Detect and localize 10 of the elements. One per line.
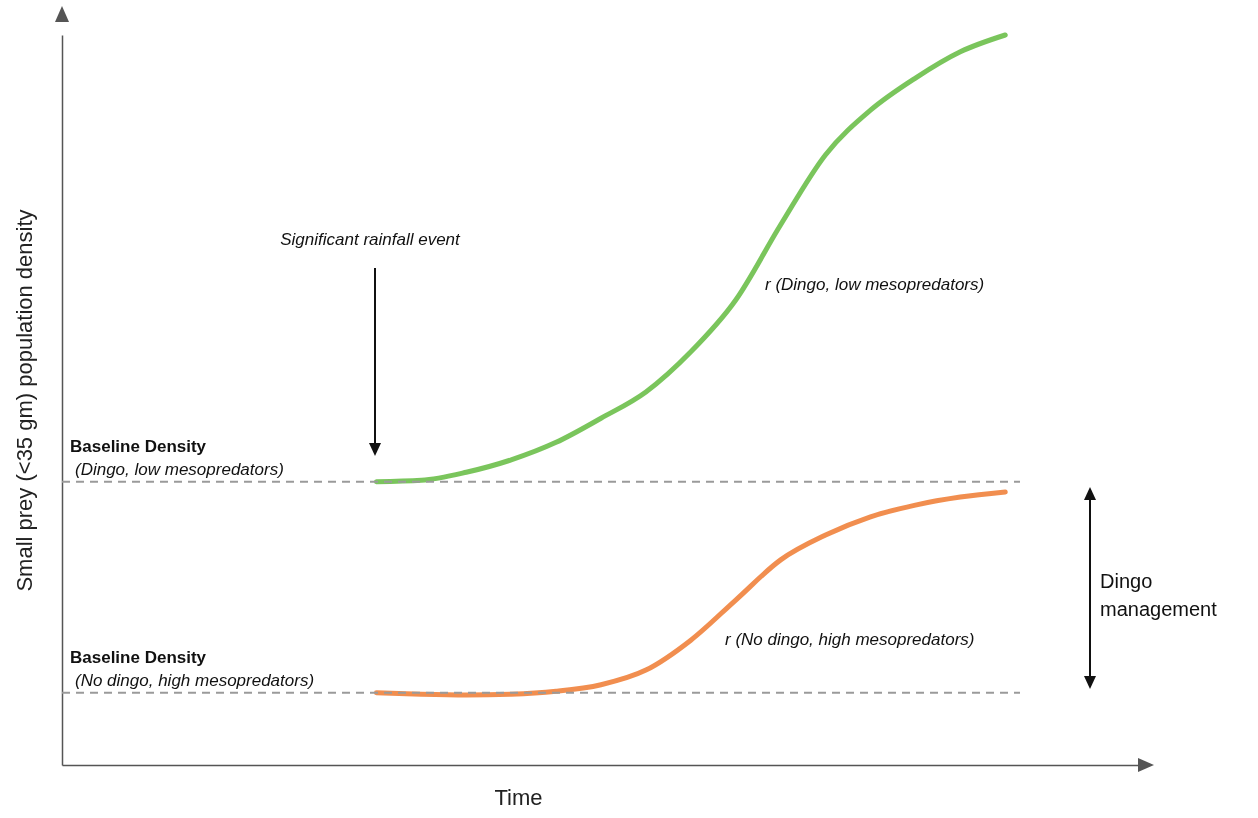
ref-line-label: Baseline Density <box>70 436 207 456</box>
y-axis-title: Small prey (<35 gm) population density <box>11 209 37 592</box>
series-label: r (Dingo, low mesopredators) <box>765 275 985 294</box>
x-axis-title: Time <box>494 784 543 810</box>
annotation: Dingo management <box>1100 570 1218 620</box>
annotation: (Dingo, low mesopredators) <box>75 460 284 479</box>
ref-line-label: Baseline Density <box>70 647 207 667</box>
annotation: Significant rainfall event <box>280 230 462 249</box>
annotation: (No dingo, high mesopredators) <box>75 671 315 690</box>
series-label: r (No dingo, high mesopredators) <box>725 630 975 649</box>
